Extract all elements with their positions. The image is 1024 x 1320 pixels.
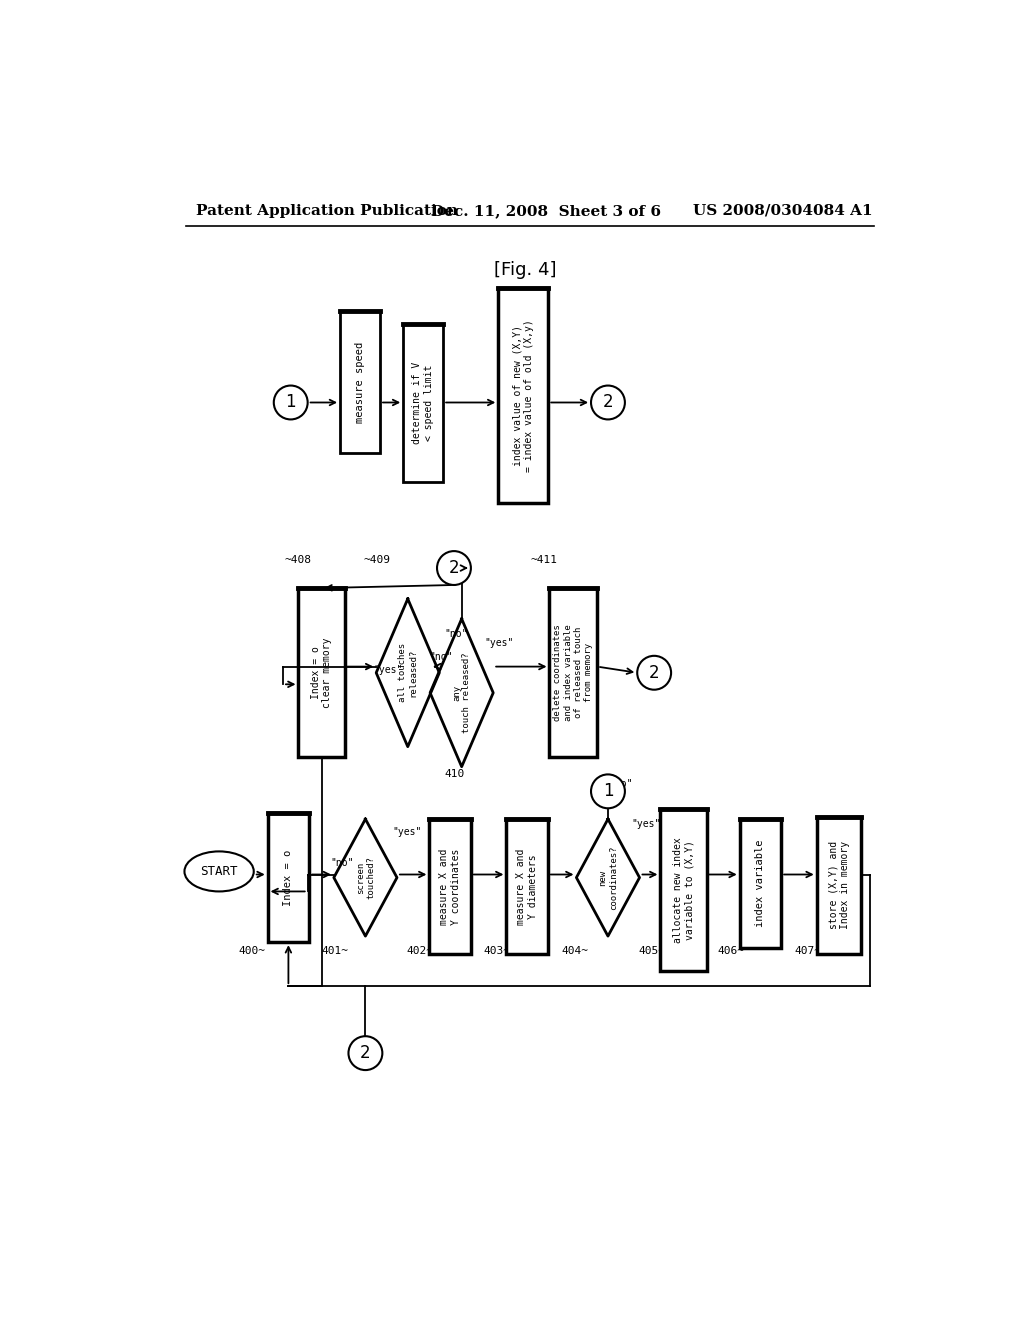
Text: 2: 2 [360, 1044, 371, 1063]
Circle shape [348, 1036, 382, 1071]
Text: index variable: index variable [756, 840, 765, 928]
Text: "no": "no" [331, 858, 354, 869]
Ellipse shape [184, 851, 254, 891]
Text: "yes": "yes" [392, 828, 422, 837]
Text: 400~: 400~ [239, 946, 265, 957]
Text: any
touch released?: any touch released? [452, 652, 471, 733]
Text: "yes": "yes" [631, 820, 660, 829]
Circle shape [591, 775, 625, 808]
Text: Index = o
clear memory: Index = o clear memory [310, 638, 333, 708]
Bar [403, 323, 443, 482]
Text: 2: 2 [649, 664, 659, 681]
Text: allocate new index
variable to (X,Y): allocate new index variable to (X,Y) [673, 837, 694, 942]
Text: "no": "no" [444, 630, 468, 639]
Bar [660, 809, 707, 970]
Text: 2: 2 [603, 393, 613, 412]
Text: 1: 1 [603, 783, 613, 800]
Text: measure X and
Y coordinates: measure X and Y coordinates [439, 849, 461, 924]
Text: "yes": "yes" [484, 639, 514, 648]
Bar [429, 818, 471, 954]
Text: store (X,Y) and
Index in memory: store (X,Y) and Index in memory [828, 841, 850, 929]
Polygon shape [376, 599, 439, 747]
Bar [739, 818, 781, 949]
Bar [816, 817, 861, 954]
Text: ~408: ~408 [285, 556, 311, 565]
Text: 405~: 405~ [639, 946, 666, 957]
Text: 402~: 402~ [407, 946, 433, 957]
Text: Dec. 11, 2008  Sheet 3 of 6: Dec. 11, 2008 Sheet 3 of 6 [431, 203, 660, 218]
Text: "yes": "yes" [373, 665, 402, 676]
Text: [Fig. 4]: [Fig. 4] [494, 261, 556, 279]
Text: measure X and
Y diameters: measure X and Y diameters [516, 849, 538, 924]
Text: new
coordinates?: new coordinates? [598, 845, 617, 909]
Text: delete coordinates
and index variable
of released touch
from memory: delete coordinates and index variable of… [553, 624, 594, 721]
Text: START: START [201, 865, 238, 878]
Polygon shape [430, 619, 494, 767]
Text: "no": "no" [609, 779, 633, 788]
Bar [298, 589, 345, 758]
Polygon shape [334, 818, 397, 936]
Text: Patent Application Publication: Patent Application Publication [196, 203, 458, 218]
Bar [340, 312, 380, 453]
Text: determine if V
< speed limit: determine if V < speed limit [413, 362, 434, 444]
Text: Index = o: Index = o [284, 850, 294, 906]
Text: ~409: ~409 [364, 556, 390, 565]
Bar [267, 813, 309, 942]
Text: 401~: 401~ [322, 946, 348, 957]
Text: US 2008/0304084 A1: US 2008/0304084 A1 [692, 203, 872, 218]
Text: 410: 410 [444, 770, 465, 779]
Text: ~411: ~411 [531, 556, 558, 565]
Text: all touches
released?: all touches released? [398, 643, 418, 702]
Text: 1: 1 [286, 393, 296, 412]
Text: "no": "no" [429, 652, 453, 663]
Text: 403~: 403~ [483, 946, 510, 957]
Bar [499, 288, 548, 503]
Text: index value of new (X,Y)
= index value of old (X,y): index value of new (X,Y) = index value o… [512, 319, 535, 473]
Bar [550, 589, 597, 758]
Text: 2: 2 [449, 560, 460, 577]
Circle shape [637, 656, 671, 689]
Bar [506, 818, 548, 954]
Text: screen
touched?: screen touched? [355, 857, 375, 899]
Text: 407~: 407~ [795, 946, 821, 957]
Circle shape [591, 385, 625, 420]
Text: measure speed: measure speed [355, 342, 365, 422]
Text: 404~: 404~ [562, 946, 589, 957]
Circle shape [273, 385, 307, 420]
Circle shape [437, 552, 471, 585]
Text: 406~: 406~ [717, 946, 744, 957]
Polygon shape [577, 818, 640, 936]
